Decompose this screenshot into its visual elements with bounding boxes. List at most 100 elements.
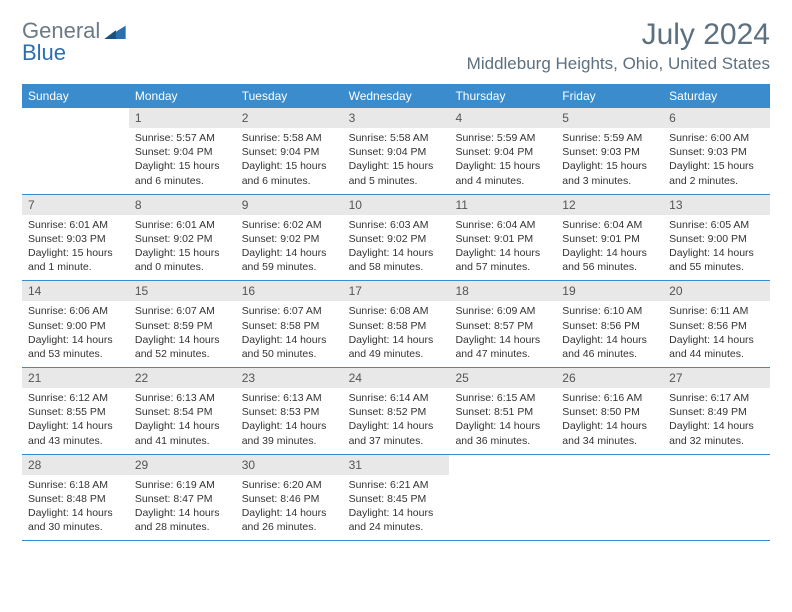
day-content: Sunrise: 6:00 AMSunset: 9:03 PMDaylight:…: [663, 128, 770, 194]
week-row: 7Sunrise: 6:01 AMSunset: 9:03 PMDaylight…: [22, 195, 770, 282]
sunset-text: Sunset: 9:00 PM: [669, 232, 764, 246]
daylight-line1: Daylight: 14 hours: [455, 246, 550, 260]
weeks-container: 1Sunrise: 5:57 AMSunset: 9:04 PMDaylight…: [22, 108, 770, 541]
sunrise-text: Sunrise: 6:07 AM: [242, 304, 337, 318]
day-cell: [22, 108, 129, 194]
day-content: Sunrise: 5:57 AMSunset: 9:04 PMDaylight:…: [129, 128, 236, 194]
day-number: [663, 455, 770, 475]
title-block: July 2024 Middleburg Heights, Ohio, Unit…: [467, 18, 770, 74]
day-content: Sunrise: 6:07 AMSunset: 8:58 PMDaylight:…: [236, 301, 343, 367]
day-content: Sunrise: 6:08 AMSunset: 8:58 PMDaylight:…: [343, 301, 450, 367]
sunset-text: Sunset: 9:01 PM: [455, 232, 550, 246]
day-number: 16: [236, 281, 343, 301]
day-cell: 9Sunrise: 6:02 AMSunset: 9:02 PMDaylight…: [236, 195, 343, 281]
day-number: 21: [22, 368, 129, 388]
day-cell: 17Sunrise: 6:08 AMSunset: 8:58 PMDayligh…: [343, 281, 450, 367]
daylight-line2: and 28 minutes.: [135, 520, 230, 534]
daylight-line1: Daylight: 15 hours: [669, 159, 764, 173]
sunrise-text: Sunrise: 6:04 AM: [455, 218, 550, 232]
sunrise-text: Sunrise: 6:06 AM: [28, 304, 123, 318]
weekday-header: Wednesday: [343, 84, 450, 108]
sunset-text: Sunset: 8:48 PM: [28, 492, 123, 506]
day-content: Sunrise: 6:12 AMSunset: 8:55 PMDaylight:…: [22, 388, 129, 454]
triangle-icon: [104, 23, 126, 44]
weekday-header: Sunday: [22, 84, 129, 108]
day-cell: 27Sunrise: 6:17 AMSunset: 8:49 PMDayligh…: [663, 368, 770, 454]
daylight-line2: and 37 minutes.: [349, 434, 444, 448]
week-row: 28Sunrise: 6:18 AMSunset: 8:48 PMDayligh…: [22, 455, 770, 542]
daylight-line2: and 58 minutes.: [349, 260, 444, 274]
day-number: 19: [556, 281, 663, 301]
day-content: Sunrise: 6:05 AMSunset: 9:00 PMDaylight:…: [663, 215, 770, 281]
sunrise-text: Sunrise: 6:16 AM: [562, 391, 657, 405]
daylight-line2: and 59 minutes.: [242, 260, 337, 274]
day-content: Sunrise: 6:01 AMSunset: 9:03 PMDaylight:…: [22, 215, 129, 281]
sunrise-text: Sunrise: 6:18 AM: [28, 478, 123, 492]
daylight-line1: Daylight: 14 hours: [242, 333, 337, 347]
daylight-line1: Daylight: 14 hours: [562, 419, 657, 433]
day-number: 6: [663, 108, 770, 128]
daylight-line1: Daylight: 14 hours: [349, 333, 444, 347]
daylight-line2: and 4 minutes.: [455, 174, 550, 188]
day-number: [556, 455, 663, 475]
sunrise-text: Sunrise: 6:12 AM: [28, 391, 123, 405]
daylight-line1: Daylight: 15 hours: [135, 159, 230, 173]
day-cell: 26Sunrise: 6:16 AMSunset: 8:50 PMDayligh…: [556, 368, 663, 454]
sunset-text: Sunset: 9:01 PM: [562, 232, 657, 246]
day-content: Sunrise: 6:03 AMSunset: 9:02 PMDaylight:…: [343, 215, 450, 281]
daylight-line1: Daylight: 14 hours: [349, 246, 444, 260]
day-content: Sunrise: 5:59 AMSunset: 9:03 PMDaylight:…: [556, 128, 663, 194]
daylight-line1: Daylight: 14 hours: [135, 506, 230, 520]
day-number: 30: [236, 455, 343, 475]
logo: GeneralBlue: [22, 18, 126, 66]
sunrise-text: Sunrise: 6:05 AM: [669, 218, 764, 232]
daylight-line2: and 0 minutes.: [135, 260, 230, 274]
day-content: Sunrise: 6:14 AMSunset: 8:52 PMDaylight:…: [343, 388, 450, 454]
sunset-text: Sunset: 9:04 PM: [455, 145, 550, 159]
day-cell: 31Sunrise: 6:21 AMSunset: 8:45 PMDayligh…: [343, 455, 450, 541]
daylight-line2: and 1 minute.: [28, 260, 123, 274]
sunrise-text: Sunrise: 6:20 AM: [242, 478, 337, 492]
day-cell: 12Sunrise: 6:04 AMSunset: 9:01 PMDayligh…: [556, 195, 663, 281]
daylight-line1: Daylight: 14 hours: [28, 333, 123, 347]
daylight-line1: Daylight: 14 hours: [562, 333, 657, 347]
day-content: Sunrise: 6:13 AMSunset: 8:54 PMDaylight:…: [129, 388, 236, 454]
month-title: July 2024: [467, 18, 770, 52]
daylight-line1: Daylight: 14 hours: [28, 506, 123, 520]
weekday-header: Tuesday: [236, 84, 343, 108]
sunrise-text: Sunrise: 5:59 AM: [455, 131, 550, 145]
day-number: 2: [236, 108, 343, 128]
daylight-line1: Daylight: 15 hours: [135, 246, 230, 260]
day-content: Sunrise: 6:16 AMSunset: 8:50 PMDaylight:…: [556, 388, 663, 454]
weekday-header: Monday: [129, 84, 236, 108]
day-number: 15: [129, 281, 236, 301]
day-number: [449, 455, 556, 475]
day-cell: [663, 455, 770, 541]
sunset-text: Sunset: 9:02 PM: [135, 232, 230, 246]
sunset-text: Sunset: 8:47 PM: [135, 492, 230, 506]
day-cell: 19Sunrise: 6:10 AMSunset: 8:56 PMDayligh…: [556, 281, 663, 367]
location-text: Middleburg Heights, Ohio, United States: [467, 54, 770, 74]
day-cell: 15Sunrise: 6:07 AMSunset: 8:59 PMDayligh…: [129, 281, 236, 367]
day-content: Sunrise: 6:06 AMSunset: 9:00 PMDaylight:…: [22, 301, 129, 367]
daylight-line1: Daylight: 14 hours: [349, 506, 444, 520]
sunrise-text: Sunrise: 6:04 AM: [562, 218, 657, 232]
sunrise-text: Sunrise: 5:59 AM: [562, 131, 657, 145]
day-number: 22: [129, 368, 236, 388]
daylight-line1: Daylight: 14 hours: [669, 419, 764, 433]
daylight-line2: and 36 minutes.: [455, 434, 550, 448]
week-row: 14Sunrise: 6:06 AMSunset: 9:00 PMDayligh…: [22, 281, 770, 368]
day-number: [22, 108, 129, 128]
day-number: 3: [343, 108, 450, 128]
daylight-line2: and 44 minutes.: [669, 347, 764, 361]
sunset-text: Sunset: 9:02 PM: [242, 232, 337, 246]
daylight-line1: Daylight: 15 hours: [455, 159, 550, 173]
daylight-line2: and 52 minutes.: [135, 347, 230, 361]
day-content: Sunrise: 5:58 AMSunset: 9:04 PMDaylight:…: [236, 128, 343, 194]
sunrise-text: Sunrise: 6:14 AM: [349, 391, 444, 405]
sunset-text: Sunset: 9:03 PM: [669, 145, 764, 159]
sunset-text: Sunset: 8:51 PM: [455, 405, 550, 419]
header: GeneralBlue July 2024 Middleburg Heights…: [22, 18, 770, 74]
day-cell: 28Sunrise: 6:18 AMSunset: 8:48 PMDayligh…: [22, 455, 129, 541]
day-number: 20: [663, 281, 770, 301]
